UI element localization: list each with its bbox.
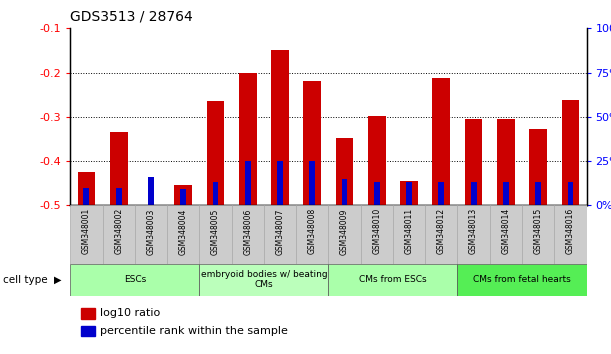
Bar <box>115 188 122 205</box>
Bar <box>232 205 264 264</box>
Bar <box>70 205 103 264</box>
Bar <box>439 182 444 205</box>
Text: GSM348012: GSM348012 <box>437 208 446 255</box>
Text: GSM348011: GSM348011 <box>404 208 414 255</box>
Bar <box>110 132 128 205</box>
Bar <box>425 205 458 264</box>
Bar <box>277 161 283 205</box>
Bar <box>497 119 514 205</box>
Bar <box>296 205 329 264</box>
Bar <box>167 205 199 264</box>
Bar <box>335 138 353 205</box>
Bar <box>529 129 547 205</box>
Bar <box>342 179 348 205</box>
Bar <box>135 205 167 264</box>
Bar <box>458 205 490 264</box>
Text: GSM348008: GSM348008 <box>308 208 316 255</box>
Bar <box>490 205 522 264</box>
Text: GSM348005: GSM348005 <box>211 208 220 255</box>
Bar <box>522 205 554 264</box>
Bar <box>199 264 329 296</box>
Bar <box>264 205 296 264</box>
Bar <box>535 182 541 205</box>
Bar <box>458 264 587 296</box>
Bar <box>207 101 224 205</box>
Text: GSM348010: GSM348010 <box>372 208 381 255</box>
Bar <box>562 100 579 205</box>
Bar <box>103 205 135 264</box>
Bar <box>245 161 251 205</box>
Bar <box>81 326 95 336</box>
Text: embryoid bodies w/ beating
CMs: embryoid bodies w/ beating CMs <box>200 270 327 289</box>
Text: GDS3513 / 28764: GDS3513 / 28764 <box>70 10 193 24</box>
Text: GSM348015: GSM348015 <box>533 208 543 255</box>
Bar <box>78 172 95 205</box>
Text: percentile rank within the sample: percentile rank within the sample <box>100 326 288 336</box>
Bar <box>503 182 509 205</box>
Bar <box>400 181 418 205</box>
Text: GSM348014: GSM348014 <box>502 208 510 255</box>
Text: CMs from fetal hearts: CMs from fetal hearts <box>473 275 571 284</box>
Text: cell type: cell type <box>3 275 48 285</box>
Text: CMs from ESCs: CMs from ESCs <box>359 275 426 284</box>
Bar <box>360 205 393 264</box>
Text: GSM348002: GSM348002 <box>114 208 123 255</box>
Text: GSM348003: GSM348003 <box>147 208 155 255</box>
Text: GSM348004: GSM348004 <box>178 208 188 255</box>
Bar <box>271 50 289 205</box>
Bar <box>368 116 386 205</box>
Bar <box>470 182 477 205</box>
Bar <box>406 182 412 205</box>
Bar <box>84 188 89 205</box>
Bar <box>148 177 154 205</box>
Bar <box>329 264 458 296</box>
Bar <box>70 264 199 296</box>
Bar <box>304 81 321 205</box>
Bar <box>309 161 315 205</box>
Bar <box>374 182 379 205</box>
Text: GSM348013: GSM348013 <box>469 208 478 255</box>
Text: GSM348006: GSM348006 <box>243 208 252 255</box>
Text: ▶: ▶ <box>54 275 61 285</box>
Bar <box>174 185 192 205</box>
Text: GSM348009: GSM348009 <box>340 208 349 255</box>
Bar <box>433 78 450 205</box>
Bar <box>568 182 573 205</box>
Text: ESCs: ESCs <box>123 275 146 284</box>
Bar <box>329 205 360 264</box>
Bar <box>81 308 95 319</box>
Bar <box>554 205 587 264</box>
Bar <box>213 182 218 205</box>
Bar <box>199 205 232 264</box>
Text: GSM348016: GSM348016 <box>566 208 575 255</box>
Text: GSM348007: GSM348007 <box>276 208 285 255</box>
Text: log10 ratio: log10 ratio <box>100 308 161 318</box>
Text: GSM348001: GSM348001 <box>82 208 91 255</box>
Bar <box>239 73 257 205</box>
Bar <box>180 189 186 205</box>
Bar <box>465 119 483 205</box>
Bar <box>393 205 425 264</box>
